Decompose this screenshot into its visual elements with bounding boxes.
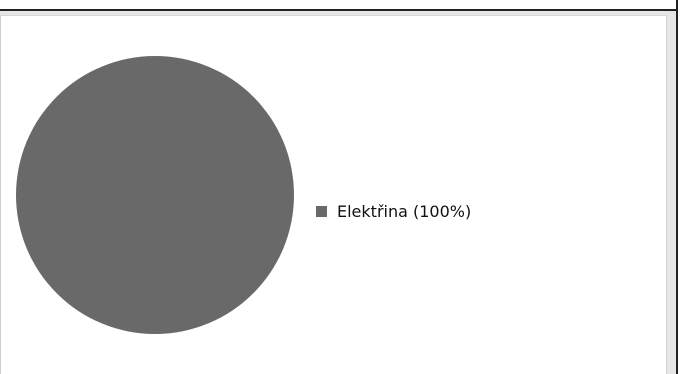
legend-label-elektrina: Elektřina (100%)	[337, 202, 472, 221]
legend-swatch-elektrina	[316, 206, 327, 217]
chart-panel-frame: Elektřina (100%)	[0, 11, 678, 374]
pie-slices	[16, 56, 294, 334]
chart-legend: Elektřina (100%)	[316, 202, 471, 221]
chart-plot-area: Elektřina (100%)	[0, 15, 667, 374]
chart-header-strip	[0, 0, 678, 11]
pie-slice-elekt-ina	[16, 56, 294, 334]
pie-chart	[16, 56, 294, 334]
